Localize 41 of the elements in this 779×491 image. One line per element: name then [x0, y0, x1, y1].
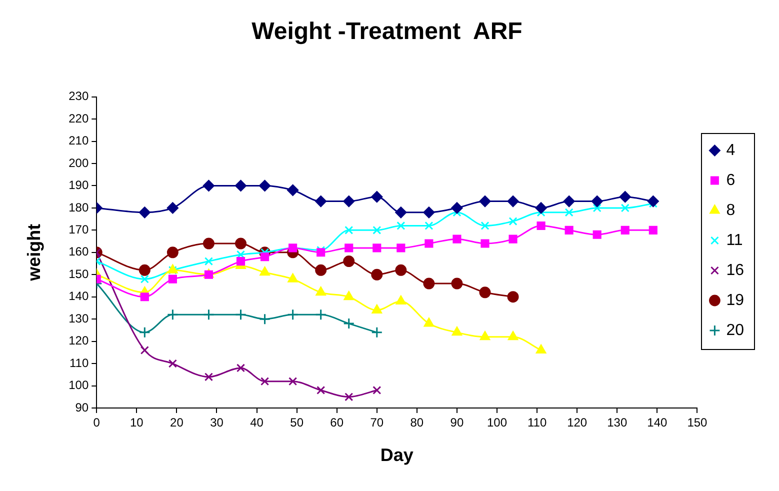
legend-label: 19: [726, 292, 744, 309]
x-tick-label: 30: [210, 416, 224, 430]
y-tick-label: 200: [68, 156, 89, 170]
y-tick-label: 100: [68, 378, 89, 392]
x-tick-label: 110: [527, 416, 547, 430]
y-tick-label: 130: [68, 311, 89, 326]
y-tick-label: 90: [75, 400, 89, 414]
y-axis-title: weight: [24, 224, 44, 282]
y-tick-label: 220: [68, 111, 89, 126]
x-tick-label: 70: [370, 416, 384, 430]
legend-label: 6: [726, 172, 736, 189]
y-tick-label: 110: [69, 356, 89, 370]
legend-label: 11: [726, 232, 743, 249]
x-tick-label: 60: [330, 416, 344, 430]
x-tick-label: 90: [450, 416, 464, 430]
y-tick-label: 150: [68, 266, 89, 281]
legend-label: 4: [726, 142, 736, 159]
x-tick-label: 100: [486, 416, 508, 430]
x-axis-title: Day: [380, 445, 414, 466]
x-tick-label: 20: [170, 416, 184, 430]
legend-label: 20: [726, 322, 744, 339]
x-tick-label: 10: [130, 416, 144, 430]
chart-title: Weight -Treatment ARF: [252, 18, 522, 46]
x-tick-label: 0: [93, 416, 100, 430]
x-tick-label: 120: [567, 416, 588, 430]
y-tick-label: 230: [68, 89, 89, 104]
y-tick-label: 140: [68, 289, 89, 304]
y-tick-label: 170: [68, 222, 89, 236]
y-tick-label: 210: [68, 134, 89, 148]
y-tick-label: 120: [68, 334, 89, 348]
x-tick-label: 150: [687, 416, 708, 430]
y-tick-label: 190: [68, 178, 89, 192]
x-tick-label: 40: [250, 416, 264, 430]
legend-label: 8: [726, 202, 736, 219]
x-tick-label: 50: [290, 416, 304, 430]
x-tick-label: 140: [647, 416, 668, 430]
y-tick-label: 160: [68, 244, 89, 259]
legend-label: 16: [726, 262, 744, 279]
y-tick-label: 180: [68, 200, 89, 214]
x-tick-label: 80: [410, 416, 424, 430]
x-tick-label: 130: [607, 416, 628, 430]
